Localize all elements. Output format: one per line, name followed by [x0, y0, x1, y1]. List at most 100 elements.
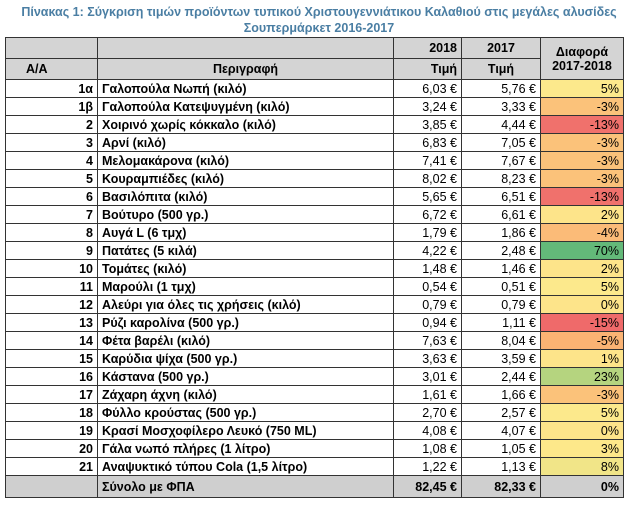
row-price-2018: 3,01 € [393, 367, 462, 386]
row-price-2018: 0,54 € [393, 277, 462, 296]
row-diff: -13% [540, 187, 624, 206]
row-price-2018: 1,08 € [393, 439, 462, 458]
row-number: 21 [5, 457, 98, 476]
header-desc: Περιγραφή [97, 58, 394, 80]
table-row: 18 Φύλλο κρούστας (500 γρ.) 2,70 €2,57 €5% [5, 403, 624, 422]
row-description: Γαλοπούλα Νωπή (κιλό) [97, 79, 394, 98]
row-diff: 8% [540, 457, 624, 476]
total-row: Σύνολο με ΦΠΑ 82,45 €82,33 €0% [5, 475, 624, 498]
row-price-2018: 6,83 € [393, 133, 462, 152]
row-price-2018: 7,63 € [393, 331, 462, 350]
header-aa: Α/Α [5, 58, 98, 80]
row-description: Μελομακάρονα (κιλό) [97, 151, 394, 170]
table-row: 17 Ζάχαρη άχνη (κιλό) 1,61 €1,66 € -3% [5, 385, 624, 404]
row-number: 13 [5, 313, 98, 332]
row-description: Αλεύρι για όλες τις χρήσεις (κιλό) [97, 295, 394, 314]
row-diff: -5% [540, 331, 624, 350]
row-description: Κρασί Μοσχοφίλερο Λευκό (750 ML) [97, 421, 394, 440]
table-row: 14 Φέτα βαρέλι (κιλό) 7,63 €8,04 € -5% [5, 331, 624, 350]
row-number: 20 [5, 439, 98, 458]
table-row: 8 Αυγά L (6 τμχ) 1,79 €1,86 € -4% [5, 223, 624, 242]
row-description: Βασιλόπιτα (κιλό) [97, 187, 394, 206]
row-diff: 0% [540, 295, 624, 314]
table-row: 10 Τομάτες (κιλό) 1,48 €1,46 €2% [5, 259, 624, 278]
table-row: 12 Αλεύρι για όλες τις χρήσεις (κιλό) 0,79… [5, 295, 624, 314]
row-price-2017: 1,05 € [461, 439, 541, 458]
row-price-2017: 0,79 € [461, 295, 541, 314]
table-row: 1β Γαλοπούλα Κατεψυγμένη (κιλό) 3,24 €3,33… [5, 97, 624, 116]
table-row: 11 Μαρούλι (1 τμχ) 0,54 €0,51 €5% [5, 277, 624, 296]
row-number: 16 [5, 367, 98, 386]
row-price-2018: 6,03 € [393, 79, 462, 98]
row-description: Μαρούλι (1 τμχ) [97, 277, 394, 296]
table-row: 21 Αναψυκτικό τύπου Cola (1,5 λίτρο) 1,22 … [5, 457, 624, 476]
table-row: 3 Αρνί (κιλό) 6,83 €7,05 € -3% [5, 133, 624, 152]
row-number: 9 [5, 241, 98, 260]
total-diff: 0% [540, 475, 624, 498]
row-price-2017: 2,57 € [461, 403, 541, 422]
row-diff: 1% [540, 349, 624, 368]
row-number: 17 [5, 385, 98, 404]
row-number: 5 [5, 169, 98, 188]
total-2017: 82,33 € [461, 475, 541, 498]
row-description: Γάλα νωπό πλήρες (1 λίτρο) [97, 439, 394, 458]
row-number: 18 [5, 403, 98, 422]
row-diff: -3% [540, 151, 624, 170]
total-blank [5, 475, 98, 498]
row-diff: -3% [540, 385, 624, 404]
header-diff: Διαφορά 2017-2018 [540, 37, 624, 80]
row-diff: 2% [540, 205, 624, 224]
row-price-2017: 4,07 € [461, 421, 541, 440]
row-diff: 2% [540, 259, 624, 278]
row-price-2017: 3,59 € [461, 349, 541, 368]
table-row: 15 Καρύδια ψίχα (500 γρ.) 3,63 €3,59 €1% [5, 349, 624, 368]
row-number: 15 [5, 349, 98, 368]
row-description: Αυγά L (6 τμχ) [97, 223, 394, 242]
row-price-2018: 2,70 € [393, 403, 462, 422]
row-description: Αρνί (κιλό) [97, 133, 394, 152]
row-price-2018: 5,65 € [393, 187, 462, 206]
row-price-2017: 1,86 € [461, 223, 541, 242]
row-price-2018: 3,24 € [393, 97, 462, 116]
row-description: Φύλλο κρούστας (500 γρ.) [97, 403, 394, 422]
row-diff: -4% [540, 223, 624, 242]
row-price-2018: 3,63 € [393, 349, 462, 368]
header-diff-period: 2017-2018 [552, 58, 612, 73]
table-title: Πίνακας 1: Σύγκριση τιμών προϊόντων τυπι… [21, 5, 617, 19]
row-diff: -3% [540, 133, 624, 152]
row-diff: -15% [540, 313, 624, 332]
row-price-2017: 3,33 € [461, 97, 541, 116]
price-comparison-table: 2018 20 17 Διαφορά 2017-2018 Α/Α Περιγραφή… [5, 37, 624, 498]
table-row: 6 Βασιλόπιτα (κιλό) 5,65 €6,51 € -13% [5, 187, 624, 206]
row-description: Τομάτες (κιλό) [97, 259, 394, 278]
row-number: 11 [5, 277, 98, 296]
row-description: Καρύδια ψίχα (500 γρ.) [97, 349, 394, 368]
row-price-2017: 7,05 € [461, 133, 541, 152]
table-subtitle: Σουπερμάρκετ 2016-2017 [243, 21, 395, 35]
header-2018: 2018 [393, 37, 462, 59]
row-description: Βούτυρο (500 γρ.) [97, 205, 394, 224]
row-diff: 0% [540, 421, 624, 440]
table-row: 9 Πατάτες (5 κιλά) 4,22 €2,48 €70% [5, 241, 624, 260]
row-price-2018: 8,02 € [393, 169, 462, 188]
row-price-2017: 4,44 € [461, 115, 541, 134]
row-price-2018: 7,41 € [393, 151, 462, 170]
row-description: Ρύζι καρολίνα (500 γρ.) [97, 313, 394, 332]
row-number: 4 [5, 151, 98, 170]
table-row: 7 Βούτυρο (500 γρ.) 6,72 €6,61 €2% [5, 205, 624, 224]
row-price-2018: 4,22 € [393, 241, 462, 260]
row-diff: -13% [540, 115, 624, 134]
row-description: Κάστανα (500 γρ.) [97, 367, 394, 386]
row-description: Ζάχαρη άχνη (κιλό) [97, 385, 394, 404]
row-diff: 5% [540, 403, 624, 422]
row-price-2018: 1,79 € [393, 223, 462, 242]
row-price-2017: 8,23 € [461, 169, 541, 188]
table-row: 20 Γάλα νωπό πλήρες (1 λίτρο) 1,08 €1,05 €… [5, 439, 624, 458]
row-description: Αναψυκτικό τύπου Cola (1,5 λίτρο) [97, 457, 394, 476]
row-price-2017: 8,04 € [461, 331, 541, 350]
row-description: Κουραμπιέδες (κιλό) [97, 169, 394, 188]
total-label: Σύνολο με ΦΠΑ [97, 475, 394, 498]
row-diff: 5% [540, 277, 624, 296]
row-price-2017: 7,67 € [461, 151, 541, 170]
row-price-2017: 0,51 € [461, 277, 541, 296]
